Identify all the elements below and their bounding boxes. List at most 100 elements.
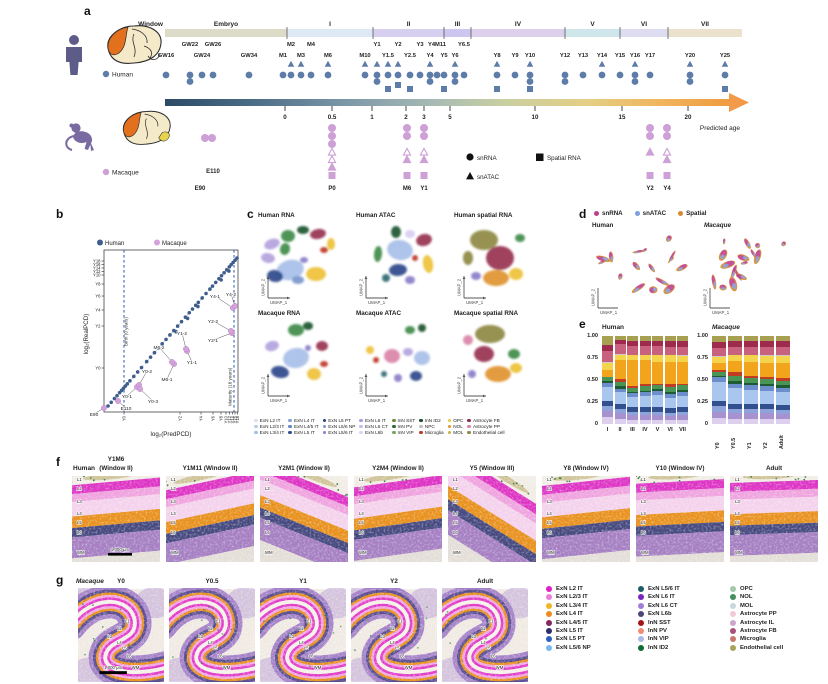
panel-a-sample-timeline: Window Embryo I II III IV V VI VII Human GW16 GW22 G…: [0, 0, 828, 205]
bar-segment: [664, 336, 676, 342]
bar-segment: [627, 386, 638, 388]
layer-label-L3: L3: [359, 499, 364, 504]
snrna-marker: [209, 71, 217, 79]
bar-segment: [728, 372, 742, 376]
layer-label-WM: WM: [547, 550, 555, 555]
layer-label-WM: WM: [314, 665, 322, 670]
layer-label-L5: L5: [547, 520, 552, 525]
bar-segment: [639, 354, 651, 356]
legend-swatch: [634, 211, 640, 216]
bar-segment: [677, 346, 688, 356]
layer-label-L3: L3: [380, 634, 385, 639]
bar-segment: [664, 391, 676, 395]
legend-swatch: [638, 586, 644, 592]
legend-item: ExN L5/6 NP: [546, 644, 638, 651]
window-row-label: Window: [138, 21, 164, 28]
age-label-Y3: Y3: [416, 42, 424, 48]
snrna-marker: [307, 71, 315, 79]
snatac-marker: [327, 154, 337, 164]
bar-xlabel-I: I: [606, 427, 609, 433]
bar-segment: [712, 406, 726, 412]
bar-segment: [639, 415, 651, 420]
bar-segment: [744, 382, 758, 386]
age-label-Y1: Y1: [420, 186, 428, 192]
bar-segment: [744, 361, 758, 376]
legend-label: ExN L6 CT: [364, 424, 388, 429]
legend-label: ExN L5 IT: [293, 430, 315, 435]
legend-swatch: [730, 594, 736, 601]
legend-column-2: ExN L5 PT ExN L5/6 NP ExN L5/6 IT: [322, 418, 355, 436]
bar-segment: [639, 392, 651, 396]
umap2-axis-label: UMAP_2: [457, 278, 462, 296]
umap-title-0: Human RNA: [258, 212, 295, 219]
stacked-bar-VI: [664, 336, 676, 424]
snrna-marker: [297, 71, 305, 79]
species-label-macaque: Macaque: [76, 578, 104, 585]
bar-segment: [712, 363, 726, 371]
snatac-legend-label: snATAC: [477, 174, 500, 181]
bar-segment: [760, 379, 774, 384]
legend-label: ExN L2 IT: [259, 418, 281, 423]
timeline-canvas: Window Embryo I II III IV V VI VIIHumanGW16GW22G…: [65, 21, 749, 192]
bar-segment: [712, 347, 726, 357]
spatial-marker: [328, 172, 336, 179]
snrna-marker: [511, 71, 519, 79]
panel-label-f: f: [56, 455, 60, 469]
legend-label: Astrocyte PP: [472, 424, 501, 429]
legend-label: Endothelial cell: [740, 644, 784, 651]
bar-segment: [776, 404, 790, 410]
macaque-point-label-Y2-2: Y2-2: [208, 319, 218, 325]
legend-item: ExN L2/3 IT: [254, 424, 284, 429]
umap-title-5: Macaque spatial RNA: [454, 310, 519, 317]
bar-ytick-1.00: 1.00: [587, 333, 598, 339]
bar-segment: [614, 413, 626, 419]
legend-label: ExN L6 CT: [648, 602, 678, 609]
window-label-VII: VII: [701, 21, 709, 28]
age-label-Y2.5: Y2.5: [404, 53, 417, 59]
legend-macaque: Macaque: [162, 241, 187, 247]
bar-segment: [602, 406, 613, 411]
bar-segment: [664, 416, 676, 420]
layer-label-L6: L6: [171, 530, 176, 535]
layer-label-L3: L3: [107, 634, 112, 639]
layer-label-L2: L2: [390, 626, 395, 631]
snrna-marker: [631, 71, 639, 79]
legend-label: Spatial: [686, 210, 707, 217]
snrna-marker: [328, 140, 336, 148]
umap-plot-human-spatial-rna: UMAP_1 UMAP_2: [457, 230, 525, 305]
legend-swatch: [322, 418, 327, 423]
snrna-marker: [328, 124, 336, 132]
legend-item: ExN L6 IT: [359, 418, 388, 423]
window-band-II: [373, 29, 444, 37]
bar-segment: [614, 386, 626, 389]
bar-ytick-0.25: 0.25: [587, 399, 598, 405]
bar-segment: [728, 375, 742, 381]
bar-segment: [677, 341, 688, 347]
bar-segment: [712, 401, 726, 407]
legend-label: ExN L2/3 IT: [556, 594, 588, 601]
tissue-section-human-7: L1 L2 L3 L4 L5 L6 WM: [730, 476, 818, 562]
macaque-point-label-E110: E110: [121, 406, 132, 412]
snrna-marker: [403, 132, 411, 140]
age-label-Y6: Y6: [451, 53, 459, 59]
bar-segment: [614, 336, 626, 340]
legend-label: ExN L4/5 IT: [293, 424, 319, 429]
axis-tick-2: 2: [404, 114, 408, 121]
layer-label-L5: L5: [304, 646, 309, 651]
snrna-marker: [526, 78, 534, 85]
macaque-icon: [65, 123, 94, 151]
legend-item: ExN L3/4 IT: [254, 430, 284, 435]
panel-f-human-spatial-sections: Human Y1M6 (Window II) L1 L2 L3 L4 L5 L6 WM 1,000 …: [0, 452, 828, 572]
panel-c-umap-grid: Human RNA UMAP_1 UMAP_2 Human ATAC UMAP_1 UMA…: [250, 206, 585, 456]
human-point: [112, 396, 117, 401]
macaque-point-Y0-3: [137, 386, 143, 392]
human-brain-icon: [107, 25, 162, 64]
bar-segment: [776, 356, 790, 363]
stacked-bar-IV: [639, 336, 651, 424]
legend-swatch: [359, 424, 363, 429]
stacked-bar-I: [602, 336, 613, 424]
age-label-GW26: GW26: [205, 42, 222, 48]
legend-item: ExN L2 IT: [546, 586, 638, 592]
bar-ytick-0: 0: [594, 421, 598, 427]
